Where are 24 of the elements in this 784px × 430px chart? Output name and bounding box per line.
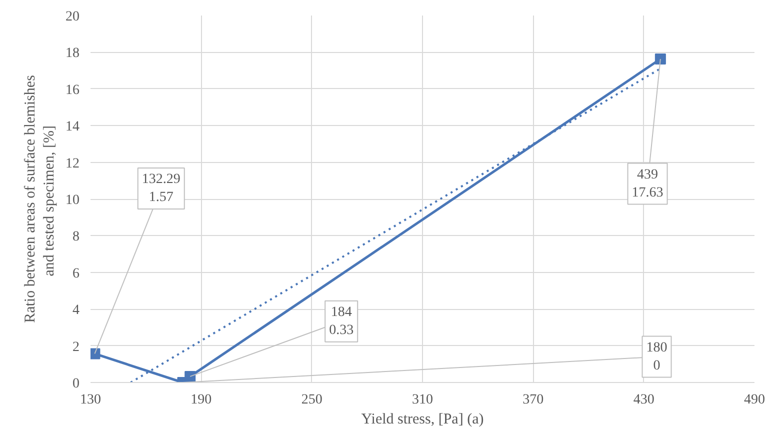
y-tick-label: 0 (72, 376, 80, 392)
x-tick-label: 310 (412, 392, 433, 408)
x-axis-title: Yield stress, [Pa] (a) (361, 412, 484, 428)
x-tick-label: 370 (522, 392, 544, 408)
y-tick-label: 10 (66, 193, 80, 208)
y-tick-label: 6 (72, 266, 80, 282)
y-tick-label: 16 (66, 82, 80, 98)
x-tick-label: 490 (744, 392, 765, 408)
y-tick-label: 4 (72, 303, 80, 318)
y-tick-label: 14 (66, 120, 80, 135)
x-tick-label: 130 (80, 392, 101, 408)
annotation: 180 0 (646, 340, 668, 374)
y-axis-title: Ratio between areas of surface blemishes and tested specimen, [%] (22, 74, 58, 323)
y-tick-label: 20 (66, 10, 80, 24)
y-tick-label: 12 (66, 156, 80, 172)
annotation: 184 0.33 (329, 304, 354, 338)
y-tick-label: 18 (66, 46, 80, 62)
x-tick-label: 190 (190, 392, 212, 408)
annotation: 132.29 1.57 (142, 172, 180, 206)
annotation: 439 17.63 (632, 167, 664, 200)
y-tick-label: 2 (72, 340, 80, 355)
x-tick-label: 430 (633, 392, 654, 408)
y-tick-label: 8 (72, 230, 80, 245)
x-tick-label: 250 (301, 392, 322, 408)
